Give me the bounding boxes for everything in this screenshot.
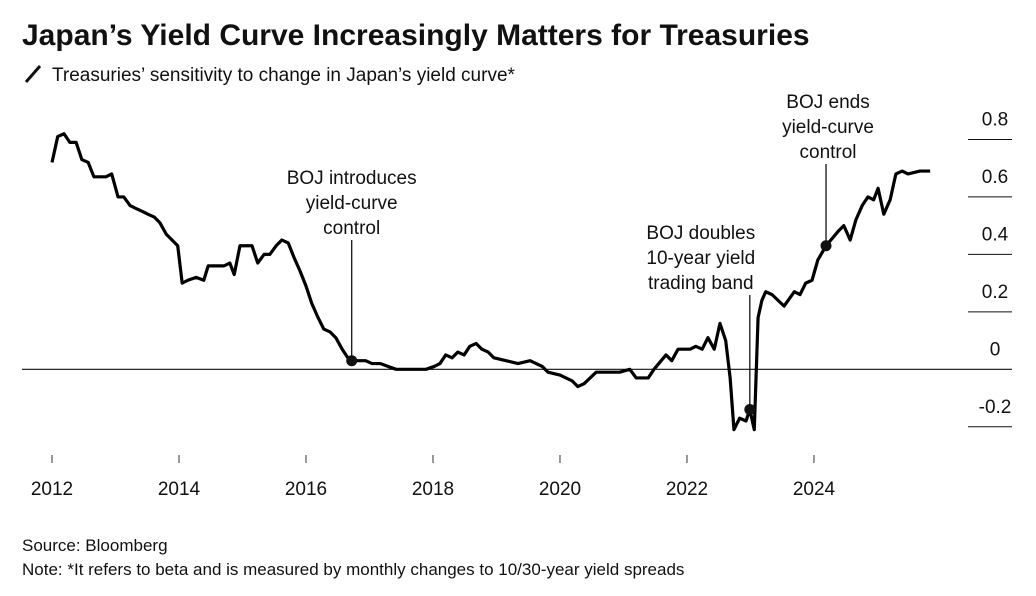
x-tick-label: 2014	[158, 479, 201, 500]
annotation-dot	[820, 240, 832, 252]
y-tick-label: 0.8	[982, 109, 1008, 130]
annotation-dot	[346, 355, 358, 367]
x-tick-label: 2022	[666, 479, 708, 500]
y-tick-label: 0.6	[982, 167, 1008, 188]
annotation-text: BOJ ends	[786, 92, 869, 113]
data-line	[50, 132, 931, 432]
chart-title: Japan’s Yield Curve Increasingly Matters…	[22, 19, 810, 52]
subtitle-icon	[24, 65, 42, 83]
annotation-text: control	[800, 142, 857, 163]
y-tick-label: 0.4	[982, 224, 1009, 245]
annotation-text: BOJ introduces	[287, 168, 417, 189]
x-tick-label: 2016	[285, 479, 327, 500]
note: Note: *It refers to beta and is measured…	[22, 560, 684, 579]
annotation-text: yield-curve	[782, 117, 874, 138]
annotation-text: control	[323, 218, 380, 239]
annotation-dot	[744, 404, 756, 416]
annotation-text: BOJ doubles	[646, 223, 755, 244]
source: Source: Bloomberg	[22, 536, 168, 555]
y-tick-label: 0	[990, 339, 1001, 360]
x-tick-label: 2020	[539, 479, 581, 500]
annotation-text: yield-curve	[306, 193, 398, 214]
annotation-text: 10-year yield	[646, 248, 755, 269]
annotation-text: trading band	[648, 273, 754, 294]
x-tick-label: 2018	[412, 479, 454, 500]
x-tick-label: 2012	[31, 479, 73, 500]
x-tick-label: 2024	[793, 479, 836, 500]
y-tick-label: -0.2	[979, 397, 1012, 418]
y-tick-label: 0.2	[982, 282, 1008, 303]
chart-subtitle: Treasuries’ sensitivity to change in Jap…	[52, 65, 516, 86]
